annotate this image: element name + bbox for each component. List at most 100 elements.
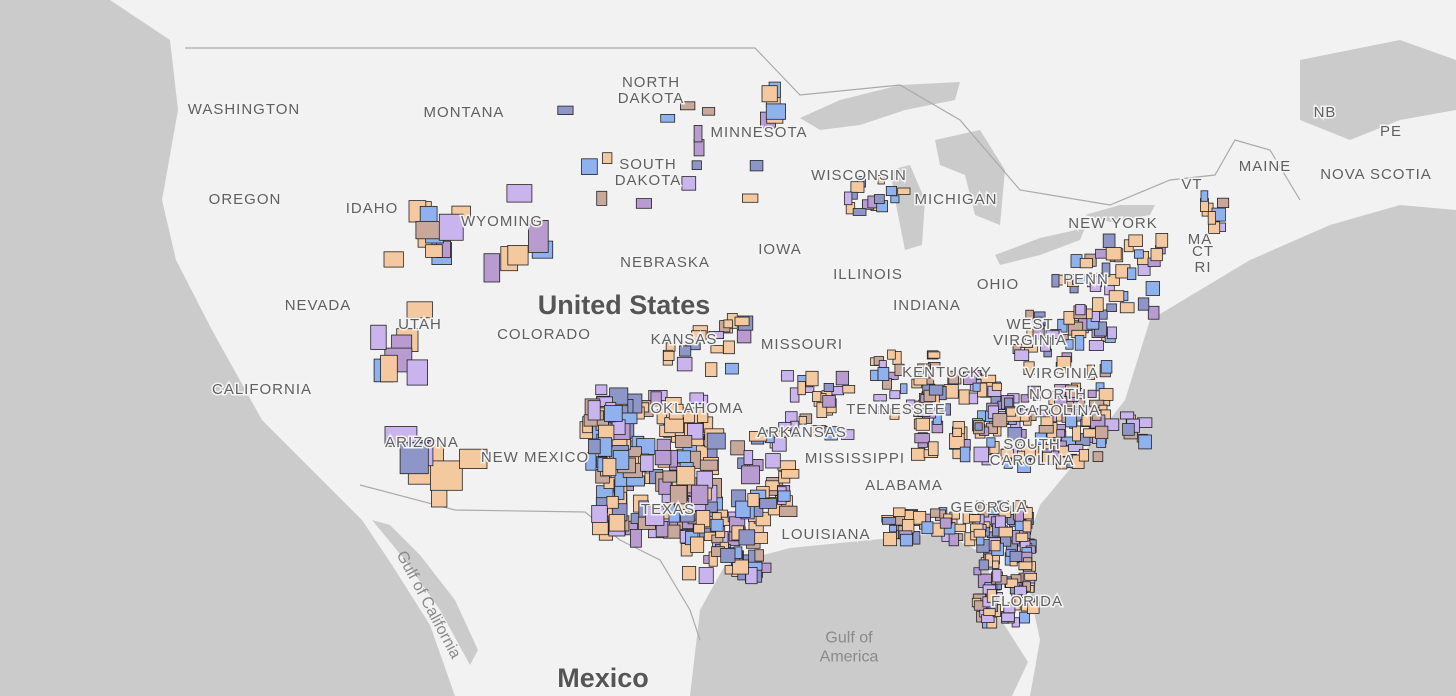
county-patch [1006, 407, 1017, 417]
county-patch [893, 507, 906, 517]
county-patch [749, 160, 764, 172]
county-patch [1092, 451, 1104, 463]
county-patch [595, 384, 608, 395]
county-patch [581, 158, 598, 176]
county-patch [765, 453, 781, 469]
state-label: WASHINGTON [188, 101, 301, 118]
pacific-ocean [0, 0, 455, 696]
county-patch [602, 457, 617, 477]
county-patch [1127, 267, 1137, 280]
county-patch [812, 391, 822, 402]
county-patch [1022, 520, 1032, 533]
county-patch [691, 330, 707, 342]
county-patch [928, 384, 944, 396]
county-patch [805, 370, 819, 387]
county-patch [730, 440, 745, 456]
county-patch [765, 103, 786, 120]
state-label: MINNESOTA [710, 124, 807, 141]
county-patch [662, 470, 677, 483]
state-label: ILLINOIS [833, 266, 903, 283]
county-patch [1083, 428, 1098, 438]
county-patch [1155, 232, 1169, 248]
county-patch [998, 526, 1013, 538]
county-patch [823, 382, 834, 392]
county-patch [973, 446, 990, 463]
state-label: CAROLINA [990, 452, 1075, 469]
county-patch [990, 540, 1001, 552]
state-label: ARIZONA [385, 434, 459, 451]
county-patch [894, 363, 905, 376]
county-patch [691, 160, 702, 171]
county-patch [1200, 190, 1209, 202]
county-patch [1106, 303, 1117, 312]
county-patch [640, 454, 654, 472]
state-label: PENN [1063, 271, 1109, 288]
county-patch [370, 324, 387, 350]
county-patch [900, 383, 908, 394]
county-patch [1078, 448, 1090, 462]
county-patch [1021, 339, 1033, 348]
county-patch [1072, 274, 1088, 286]
state-label: MICHIGAN [915, 191, 998, 208]
county-patch [1023, 361, 1035, 375]
county-patch [842, 384, 856, 394]
county-patch [1071, 454, 1085, 469]
county-patch [1045, 330, 1060, 340]
county-patch [668, 403, 684, 420]
county-patch [1000, 448, 1014, 459]
lake-ontario [1085, 205, 1155, 222]
county-patch [914, 433, 930, 444]
county-patch [725, 362, 739, 375]
county-patch [1134, 249, 1144, 259]
county-patch [1054, 396, 1068, 406]
county-patch [698, 567, 714, 584]
county-patch [1051, 274, 1060, 288]
county-patch [429, 460, 463, 491]
lake-huron [935, 130, 1005, 225]
county-patch [1035, 316, 1044, 330]
county-patch [1102, 233, 1116, 248]
county-patch [1150, 248, 1163, 262]
county-patch [1089, 276, 1102, 292]
county-patch [959, 446, 971, 463]
state-label: FLORIDA [991, 593, 1063, 610]
county-patch [1063, 311, 1076, 325]
state-label: NB [1314, 104, 1337, 121]
county-patch [889, 408, 900, 420]
state-label: OREGON [209, 191, 282, 208]
county-patch [954, 523, 967, 533]
county-patch [650, 391, 662, 407]
county-patch [528, 219, 549, 253]
county-patch [1217, 197, 1230, 208]
state-label: VIRGINIA [993, 332, 1067, 349]
county-patch [675, 434, 693, 448]
county-patch [1098, 388, 1114, 401]
county-patch [844, 191, 853, 206]
county-patch [978, 559, 989, 571]
county-patch [1057, 318, 1068, 333]
state-label: KANSAS [651, 331, 718, 348]
county-patch [887, 349, 896, 360]
county-patch [660, 114, 676, 123]
county-patch [734, 316, 750, 327]
county-patch [1065, 339, 1074, 350]
county-patch [1014, 585, 1027, 596]
gulf-of-st-lawrence [1300, 40, 1456, 140]
county-patch [679, 345, 692, 357]
county-patch [1105, 274, 1120, 286]
county-patch [1024, 572, 1037, 581]
county-patch [1089, 399, 1105, 408]
state-label: CT [1192, 243, 1214, 260]
county-patch [913, 377, 928, 386]
county-patch [1038, 424, 1054, 434]
state-label: VIRGINIA [1025, 365, 1099, 382]
state-label: NORTH [622, 74, 680, 91]
county-patch [918, 408, 931, 417]
county-patch [930, 508, 941, 518]
country-label: Mexico [557, 663, 649, 693]
county-patch [948, 370, 959, 385]
county-patch [948, 533, 959, 547]
county-patch [425, 244, 443, 258]
county-patch [1091, 410, 1102, 421]
